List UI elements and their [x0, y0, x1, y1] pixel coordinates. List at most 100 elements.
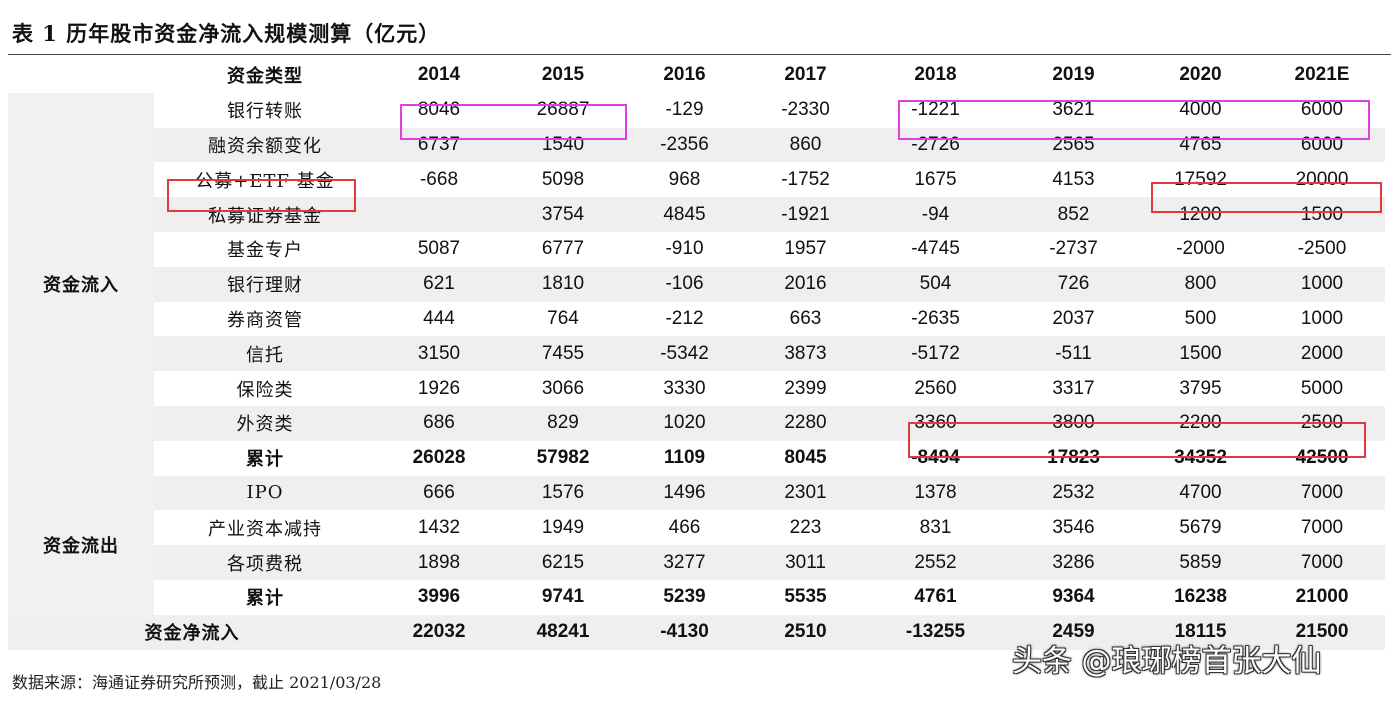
value-cell: 17592 [1174, 168, 1227, 190]
net-inflow-label: 资金净流入 [8, 614, 376, 650]
value-cell: 2565 [1005, 127, 1142, 163]
value-cell: 5239 [663, 586, 706, 608]
table-row: 融资余额变化 6737 1540 -2356 860 -2726 2565 4765 6000 [8, 127, 1385, 163]
value-cell: 1109 [663, 447, 706, 469]
value-cell: 4761 [914, 586, 957, 608]
value-cell: 829 [502, 405, 624, 441]
highlight-box-fund-label [167, 179, 356, 212]
value-cell: 6737 [376, 127, 502, 163]
header-row: 资金类型 2014 2015 2016 2017 2018 2019 2020 2021E [8, 58, 1385, 93]
net-inflow-row: 资金净流入 22032 48241 -4130 2510 -13255 2459 18115 2… [8, 614, 1385, 650]
table-row: 基金专户 5087 6777 -910 1957 -4745 -2737 -2000 -2500 [8, 232, 1385, 267]
value-cell: 860 [745, 127, 866, 163]
value-cell: 1020 [624, 405, 745, 441]
table-row: 银行理财 621 1810 -106 2016 504 726 800 1000 [8, 266, 1385, 302]
table-row: 外资类 686 829 1020 2280 3360 3800 2200 2500 [8, 405, 1385, 441]
row-label: 信托 [154, 336, 376, 372]
value-cell: 1200 [1142, 197, 1259, 232]
value-cell: -94 [866, 197, 1005, 232]
highlight-box-foreign-2018-2021 [908, 422, 1366, 458]
table-row: 保险类 1926 3066 3330 2399 2560 3317 3795 5000 [8, 371, 1385, 406]
source-note: 数据来源：海通证券研究所预测，截止 2021/03/28 [12, 673, 382, 692]
value-cell: 1675 [914, 168, 957, 190]
table-row: 券商资管 444 764 -212 663 -2635 2037 500 1000 [8, 302, 1385, 337]
value-cell: 1500 [1259, 197, 1385, 232]
highlight-box-bank-2014-2015 [400, 104, 627, 140]
value-cell: -212 [665, 307, 704, 329]
value-cell: -1221 [911, 99, 960, 121]
value-cell: 6000 [1300, 99, 1344, 121]
value-cell: 2552 [866, 545, 1005, 580]
value-cell: 1000 [1259, 266, 1385, 302]
row-label: 累计 [246, 449, 284, 471]
inflow-group-label: 资金流入 [8, 92, 154, 476]
net-value-cell: 18115 [1142, 614, 1259, 650]
value-cell: 5098 [541, 168, 585, 190]
value-cell: 1949 [541, 516, 585, 538]
value-cell: 5679 [1179, 516, 1222, 538]
table-row: 公募+ETF 基金 -668 5098 968 -1752 1675 4153 17592 20… [8, 162, 1385, 197]
row-label: 公募+ETF 基金 [195, 170, 335, 192]
row-label: 外资类 [154, 405, 376, 441]
value-cell: 1000 [1300, 307, 1344, 329]
highlight-box-bank-2018-2021 [898, 100, 1370, 140]
value-cell: 3621 [1052, 99, 1095, 121]
value-cell: 57982 [536, 447, 590, 469]
header-year: 2015 [541, 64, 585, 86]
header-year: 2017 [784, 64, 827, 86]
value-cell: 1576 [502, 475, 624, 511]
header-year: 2016 [663, 64, 706, 86]
net-value-cell: -4130 [624, 614, 745, 650]
value-cell: 3754 [502, 197, 624, 232]
value-cell: 666 [376, 475, 502, 511]
value-cell: -5172 [866, 336, 1005, 372]
net-value-cell: 2510 [745, 614, 866, 650]
value-cell [376, 197, 502, 232]
table-row: 信托 3150 7455 -5342 3873 -5172 -511 1500 2000 [8, 336, 1385, 372]
value-cell: -2500 [1297, 238, 1347, 260]
value-cell: 852 [1005, 197, 1142, 232]
value-cell: 4700 [1142, 475, 1259, 511]
table-row: 资金流入 银行转账 8046 26887 -129 -2330 -1221 3621 4000 6… [8, 92, 1385, 476]
value-cell: 1957 [784, 238, 827, 260]
value-cell: 6777 [541, 238, 585, 260]
value-cell: 3330 [663, 377, 706, 399]
value-cell: 5000 [1300, 377, 1344, 399]
value-cell: 444 [423, 307, 455, 329]
net-value-cell: 2459 [1005, 614, 1142, 650]
header-year: 2014 [417, 64, 461, 86]
value-cell: 2016 [745, 266, 866, 302]
value-cell: -106 [624, 266, 745, 302]
value-cell: 3873 [745, 336, 866, 372]
row-label: 累计 [246, 588, 284, 610]
table-row: 产业资本减持 1432 1949 466 223 831 3546 5679 7000 [8, 510, 1385, 545]
row-label: 银行理财 [154, 266, 376, 302]
value-cell: 500 [1184, 307, 1217, 329]
value-cell: -668 [419, 168, 459, 190]
value-cell: 663 [789, 307, 822, 329]
highlight-box-fund-2020-2021 [1151, 182, 1382, 213]
value-cell: 726 [1005, 266, 1142, 302]
value-cell: 21000 [1295, 586, 1349, 608]
row-label: 基金专户 [227, 240, 303, 262]
value-cell: 3286 [1005, 545, 1142, 580]
value-cell: 621 [376, 266, 502, 302]
value-cell: 2037 [1052, 307, 1095, 329]
value-cell: 223 [789, 516, 822, 538]
value-cell: 2532 [1005, 475, 1142, 511]
fund-flow-table: 资金类型 2014 2015 2016 2017 2018 2019 2020 2021E 资金流… [8, 58, 1385, 650]
value-cell: 16238 [1174, 586, 1227, 608]
outflow-total-row: 累计 3996 9741 5239 5535 4761 9364 16238 21000 [8, 580, 1385, 615]
value-cell: 3317 [1052, 377, 1095, 399]
net-value-cell: -13255 [866, 614, 1005, 650]
row-label: 各项费税 [154, 545, 376, 580]
value-cell: 9741 [541, 586, 585, 608]
value-cell: 1898 [376, 545, 502, 580]
value-cell: -2000 [1176, 238, 1225, 260]
value-cell: 2399 [784, 377, 827, 399]
header-year: 2021E [1294, 64, 1350, 86]
value-cell: 1810 [502, 266, 624, 302]
value-cell: -2737 [1049, 238, 1098, 260]
value-cell: 5087 [417, 238, 461, 260]
value-cell: 4000 [1179, 99, 1222, 121]
